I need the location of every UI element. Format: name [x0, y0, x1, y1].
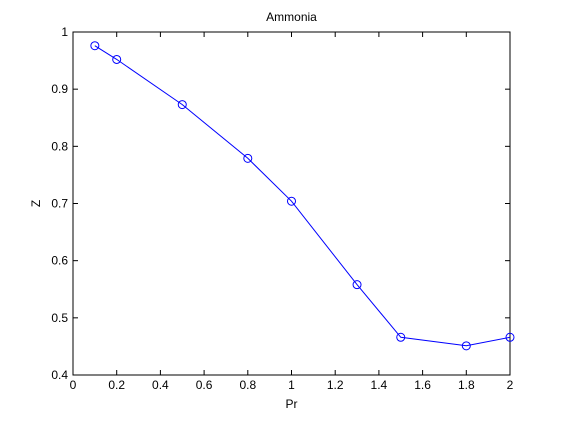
y-tick-label: 0.5 — [51, 311, 68, 325]
series-line — [94, 45, 511, 347]
x-axis-label: Pr — [286, 397, 298, 411]
x-tick-label: 0 — [70, 378, 77, 392]
data-point — [396, 332, 406, 342]
y-axis-label: Z — [29, 200, 43, 207]
x-tick-label: 1.6 — [414, 378, 431, 392]
data-point — [112, 54, 122, 64]
x-tick-label: 2 — [507, 378, 514, 392]
y-tick-label: 0.4 — [51, 368, 68, 382]
y-tick-label: 0.9 — [51, 82, 68, 96]
axis-ticks — [72, 31, 511, 376]
x-tick-label: 0.4 — [152, 378, 169, 392]
tick-labels: 0 0.2 0.4 0.6 0.8 1 1.2 1.4 1.6 1.8 2 0.4 0.5 0.6 0.7 0… — [51, 25, 513, 392]
data-point — [505, 332, 515, 342]
data-point — [243, 153, 253, 163]
x-tick-label: 1.4 — [371, 378, 388, 392]
x-tick-label: 0.6 — [196, 378, 213, 392]
data-point — [461, 341, 471, 351]
x-tick-label: 1.8 — [458, 378, 475, 392]
y-tick-label: 0.8 — [51, 139, 68, 153]
x-tick-label: 1 — [288, 378, 295, 392]
y-tick-label: 1 — [61, 25, 68, 39]
x-tick-label: 1.2 — [327, 378, 344, 392]
data-point — [352, 280, 362, 290]
chart-title: Ammonia — [266, 10, 317, 24]
data-point — [90, 41, 100, 51]
series-layer — [90, 41, 515, 351]
x-tick-label: 0.8 — [239, 378, 256, 392]
y-tick-label: 0.7 — [51, 197, 68, 211]
data-point — [287, 196, 296, 206]
plot-area — [72, 31, 511, 376]
y-tick-label: 0.6 — [51, 254, 68, 268]
x-tick-label: 0.2 — [108, 378, 125, 392]
data-point — [177, 100, 187, 110]
